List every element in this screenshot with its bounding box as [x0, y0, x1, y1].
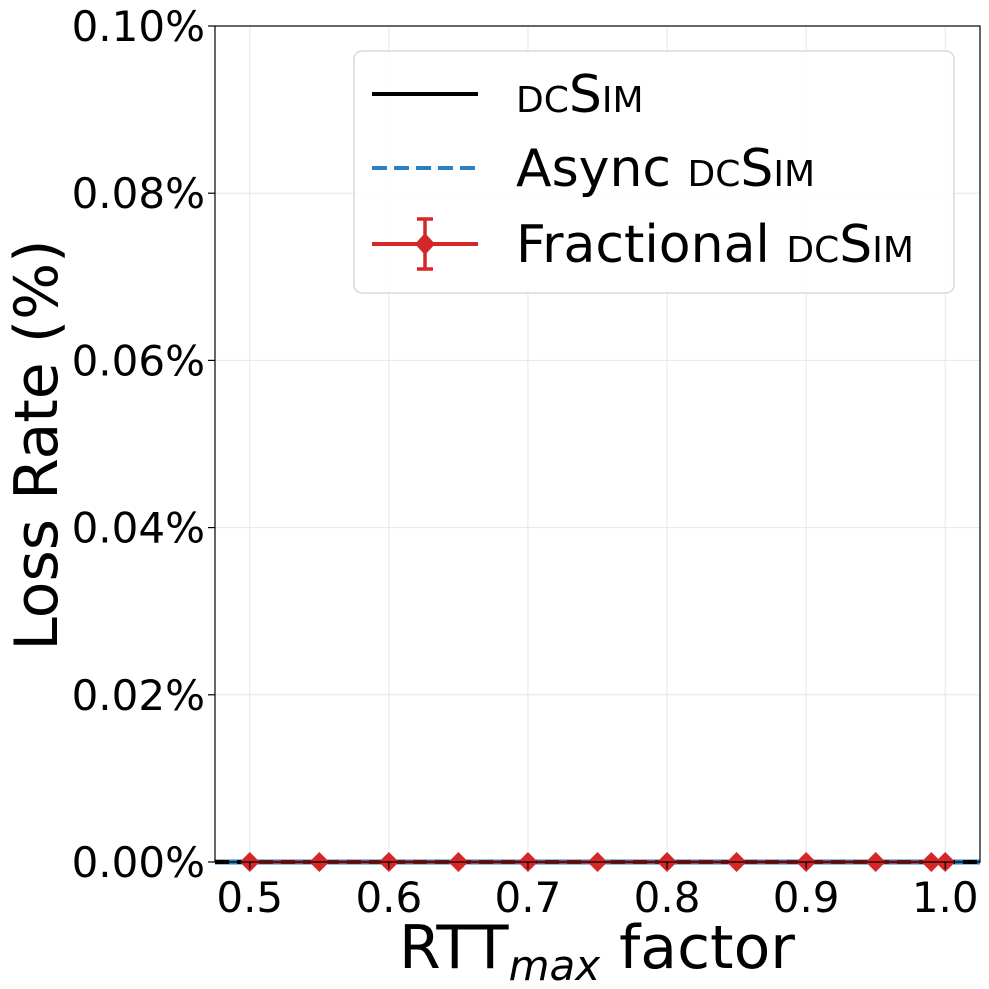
y-tick-label: 0.06% — [72, 336, 205, 385]
y-axis-label: Loss Rate (%) — [2, 239, 72, 650]
x-axis-label-main: RTT — [399, 913, 509, 983]
x-axis-ticks: 0.5 0.6 0.7 0.8 0.9 1.0 — [216, 862, 979, 922]
y-tick-label: 0.10% — [72, 2, 205, 51]
x-axis-label-rest: factor — [600, 913, 795, 983]
x-tick-label: 0.8 — [634, 873, 701, 922]
x-tick-label: 1.0 — [912, 873, 979, 922]
x-tick-label: 0.7 — [495, 873, 562, 922]
y-tick-label: 0.00% — [72, 838, 205, 887]
x-tick-label: 0.6 — [355, 873, 422, 922]
y-axis-ticks: 0.00% 0.02% 0.04% 0.06% 0.08% 0.10% — [72, 2, 215, 887]
y-tick-label: 0.04% — [72, 504, 205, 553]
legend-label-async-dcsim: Async dcSim — [516, 139, 815, 199]
x-tick-label: 0.9 — [773, 873, 840, 922]
legend-label-dcsim: dcSim — [516, 65, 644, 125]
x-axis-label-sub: max — [509, 941, 602, 989]
x-axis-label: RTTmax factor — [399, 913, 795, 989]
y-tick-label: 0.08% — [72, 169, 205, 218]
legend-diamond-marker — [415, 233, 435, 255]
legend-entry-async-dcsim: Async dcSim — [372, 139, 815, 199]
legend-entry-dcsim: dcSim — [372, 65, 644, 125]
y-tick-label: 0.02% — [72, 671, 205, 720]
legend-box — [353, 50, 955, 294]
legend: dcSim Async dcSim Fractional dcSim — [353, 50, 955, 294]
legend-label-fractional-dcsim: Fractional dcSim — [516, 215, 914, 275]
plot-frame — [214, 25, 981, 863]
x-tick-label: 0.5 — [216, 873, 283, 922]
legend-entry-fractional-dcsim: Fractional dcSim — [372, 215, 914, 275]
